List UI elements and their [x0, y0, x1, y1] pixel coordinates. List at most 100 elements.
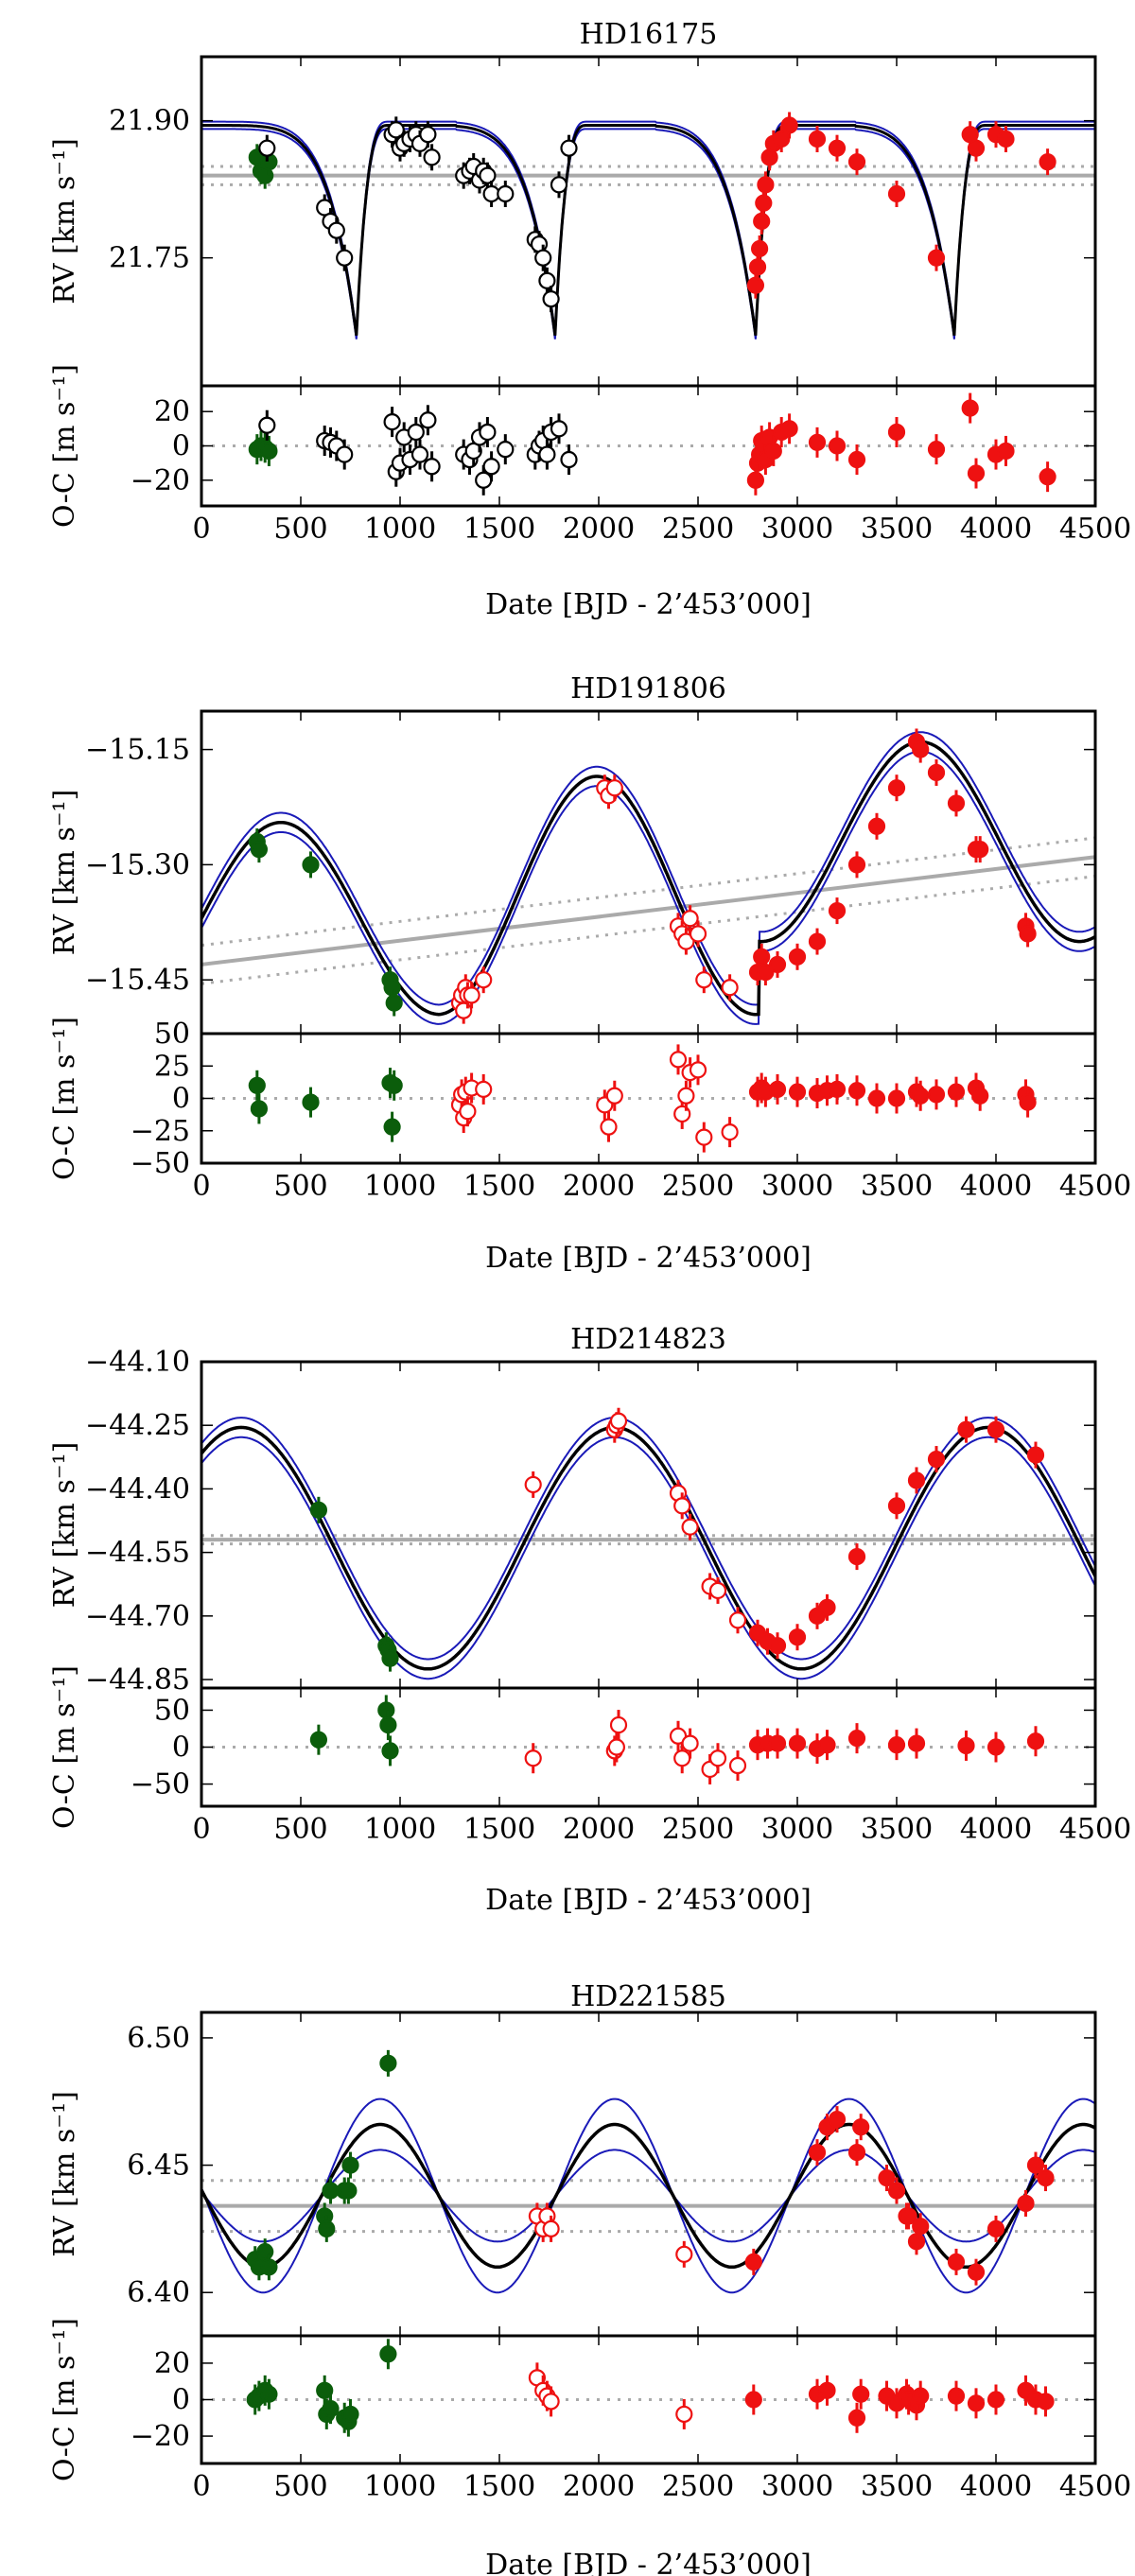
x-tick-label: 4000	[960, 2470, 1032, 2503]
x-tick-label: 4000	[960, 1813, 1032, 1846]
oc-point	[744, 2391, 762, 2409]
x-tick-label: 500	[273, 1813, 327, 1846]
panel-title: HD214823	[570, 1323, 726, 1356]
x-axis-label: Date [BJD - 2’453’000]	[485, 1884, 812, 1917]
rv-frame	[200, 2010, 1097, 2338]
y-tick-label: 6.50	[127, 2022, 190, 2055]
rv-point	[852, 2118, 870, 2136]
x-axis-label: Date [BJD - 2’453’000]	[485, 1242, 812, 1275]
oc-point	[377, 1701, 395, 1719]
oc-point	[847, 2409, 866, 2427]
rv-point	[947, 2253, 966, 2271]
x-tick-label: 3500	[861, 2470, 933, 2503]
oc-point	[768, 1734, 787, 1752]
oc-point	[316, 2381, 334, 2399]
x-tick-label: 1000	[364, 513, 436, 546]
rv-point	[385, 994, 403, 1012]
y-tick-label: 20	[154, 395, 190, 428]
rv-point	[748, 258, 767, 276]
oc-point	[258, 416, 276, 434]
y-tick-label: 25	[154, 1050, 190, 1083]
rv-point	[887, 184, 906, 203]
rv-point	[322, 2182, 340, 2200]
oc-point	[248, 1076, 266, 1094]
oc-point	[677, 1087, 695, 1105]
oc-point	[379, 2345, 397, 2363]
rv-point	[780, 116, 798, 134]
oc-point	[524, 1749, 542, 1767]
oc-point	[669, 1051, 688, 1069]
x-tick-label: 3500	[861, 1813, 933, 1846]
rv-point	[708, 1581, 727, 1600]
rv-point	[753, 212, 771, 231]
x-tick-label: 500	[273, 513, 327, 546]
oc-point	[852, 2385, 870, 2403]
model-curve	[201, 2122, 1095, 2270]
rv-point	[482, 184, 500, 203]
x-tick-label: 2000	[563, 513, 635, 546]
rv-point	[757, 963, 775, 982]
oc-point	[250, 1100, 268, 1118]
rv-point	[538, 271, 556, 289]
y-tick-label: −15.30	[85, 848, 190, 881]
y-tick-label: 0	[172, 430, 190, 463]
model-curve	[201, 1425, 1095, 1671]
rv-point	[689, 925, 707, 943]
rv-point	[1037, 2168, 1055, 2187]
rv-point	[757, 176, 775, 194]
oc-point	[1026, 1732, 1045, 1750]
x-tick-label: 2000	[563, 1813, 635, 1846]
rv-point	[1039, 153, 1056, 171]
oc-point	[475, 1080, 493, 1099]
rv-point	[1019, 925, 1037, 943]
x-tick-label: 3500	[861, 1170, 933, 1203]
rv-point	[887, 2182, 906, 2200]
oc-point	[788, 1734, 807, 1752]
rv-point	[542, 290, 560, 308]
rv-point	[808, 130, 827, 148]
oc-point	[681, 1734, 699, 1752]
panel-title: HD16175	[580, 18, 718, 51]
oc-point	[828, 1080, 847, 1099]
rv-point	[302, 856, 320, 874]
oc-point	[967, 464, 986, 482]
oc-point	[947, 2387, 966, 2405]
rv-point	[609, 1412, 628, 1430]
oc-point	[383, 413, 401, 431]
rv-point	[847, 856, 866, 874]
x-tick-label: 0	[192, 2470, 210, 2503]
oc-point	[309, 1731, 327, 1749]
rv-point	[987, 1420, 1005, 1438]
rv-point	[341, 2156, 359, 2174]
x-tick-label: 2000	[563, 2470, 635, 2503]
oc-point	[609, 1715, 628, 1734]
rv-point	[423, 148, 441, 166]
x-tick-label: 1500	[463, 513, 535, 546]
model-lower-bound	[201, 750, 1095, 1025]
y-tick-label: −15.45	[85, 964, 190, 997]
y-tick-label: −44.85	[85, 1663, 190, 1697]
rv-point	[387, 121, 405, 139]
oc-point	[847, 1082, 866, 1100]
rv-point	[887, 779, 906, 797]
oc-point	[961, 399, 979, 417]
rv-point	[381, 1649, 399, 1667]
rv-point	[721, 979, 739, 997]
rv-point	[524, 1475, 542, 1494]
oc-point	[967, 2394, 986, 2412]
oc-point	[695, 1128, 713, 1146]
rv-point	[828, 901, 847, 920]
oc-point	[560, 450, 578, 469]
oc-point	[407, 423, 425, 442]
oc-point	[381, 1742, 399, 1760]
y-tick-label: −50	[131, 1147, 190, 1180]
rv-point	[534, 249, 552, 267]
model-upper-bound	[201, 731, 1095, 1006]
rv-point	[260, 2258, 278, 2276]
rv-point	[847, 153, 866, 171]
oc-point	[764, 442, 782, 461]
rv-point	[907, 1471, 926, 1489]
rv-point	[258, 139, 276, 157]
oc-point	[828, 437, 847, 455]
y-tick-label: −15.15	[85, 734, 190, 767]
